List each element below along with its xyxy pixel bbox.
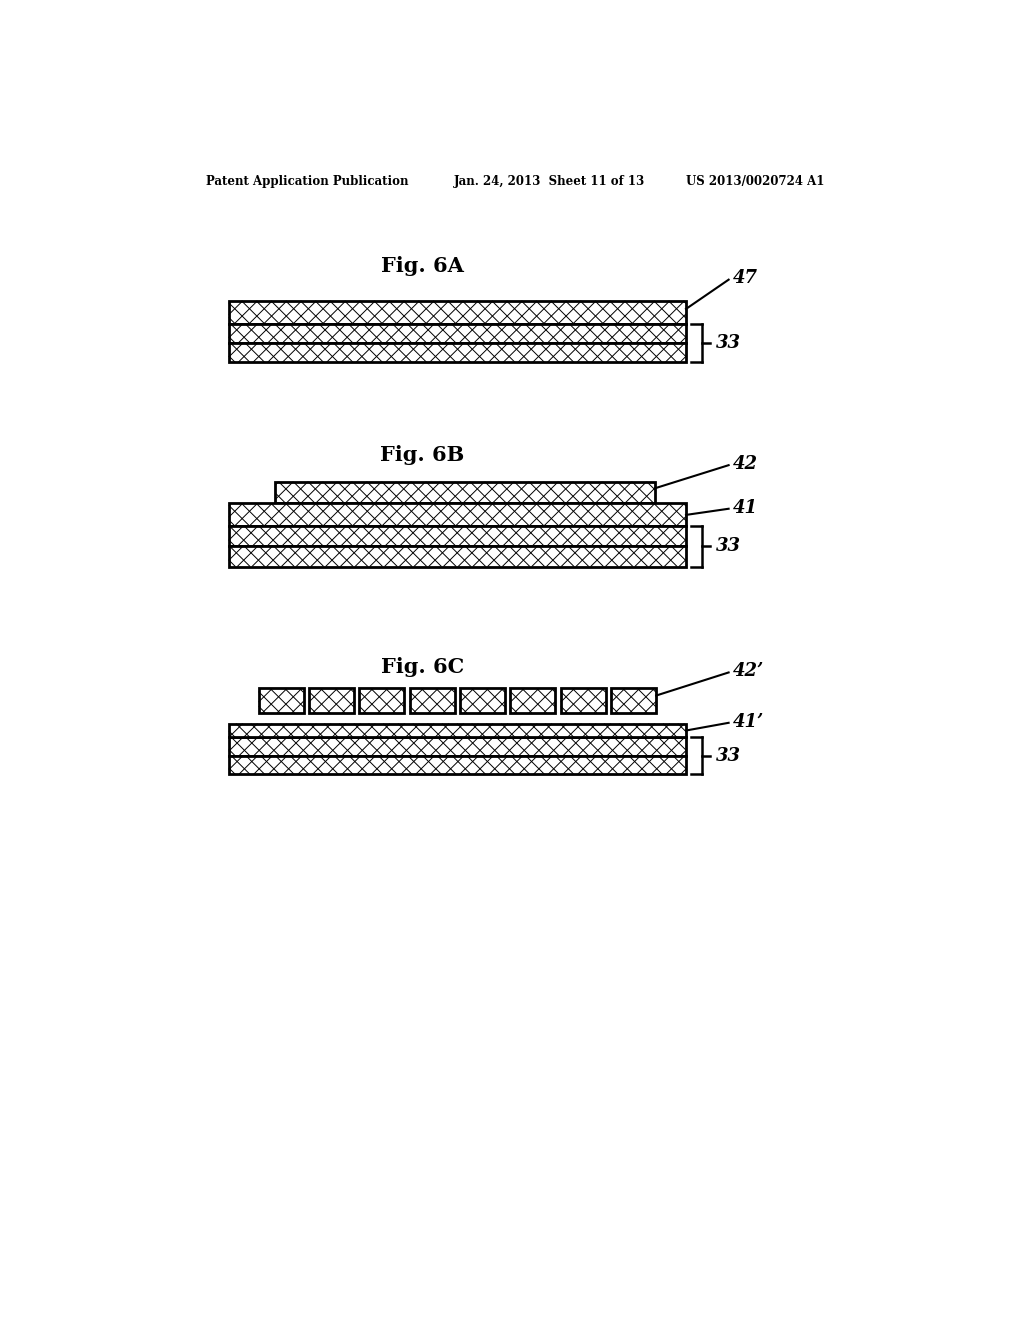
Polygon shape [460,688,505,713]
Text: 41: 41 [732,499,758,517]
Polygon shape [228,301,686,323]
Polygon shape [228,343,686,363]
Polygon shape [561,688,606,713]
Text: 33: 33 [716,537,741,556]
Polygon shape [228,546,686,566]
Polygon shape [228,738,686,756]
Text: 41’: 41’ [732,713,764,731]
Text: Patent Application Publication: Patent Application Publication [206,176,408,187]
Text: Jan. 24, 2013  Sheet 11 of 13: Jan. 24, 2013 Sheet 11 of 13 [454,176,645,187]
Text: 42’: 42’ [732,661,764,680]
Polygon shape [510,688,555,713]
Polygon shape [228,527,686,546]
Polygon shape [228,503,686,527]
Polygon shape [611,688,656,713]
Polygon shape [228,723,686,738]
Text: 33: 33 [716,747,741,764]
Text: Fig. 6C: Fig. 6C [381,656,464,677]
Text: Fig. 6B: Fig. 6B [380,445,465,465]
Text: 42: 42 [732,454,758,473]
Polygon shape [410,688,455,713]
Polygon shape [275,482,655,503]
Text: 47: 47 [732,269,758,288]
Text: Fig. 6A: Fig. 6A [381,256,464,276]
Polygon shape [359,688,404,713]
Polygon shape [228,756,686,775]
Polygon shape [309,688,354,713]
Text: US 2013/0020724 A1: US 2013/0020724 A1 [686,176,824,187]
Polygon shape [259,688,303,713]
Text: 33: 33 [716,334,741,352]
Polygon shape [228,323,686,343]
